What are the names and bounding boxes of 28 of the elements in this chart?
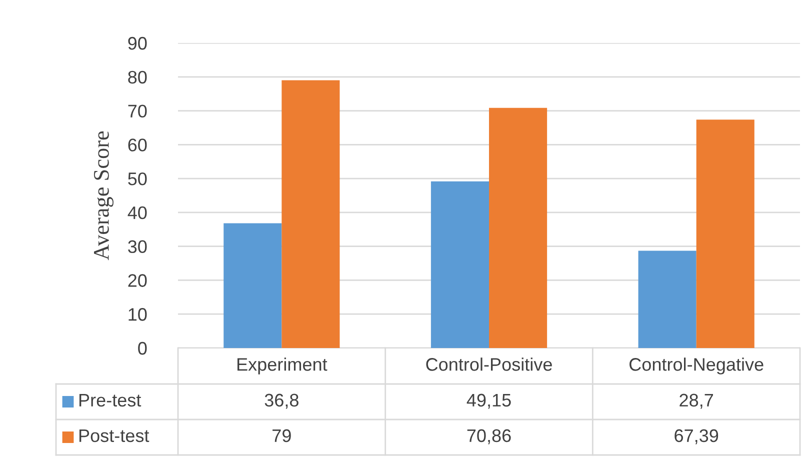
y-axis-title: Average Score — [94, 131, 114, 260]
bar — [282, 80, 340, 348]
data-label: 49,15 — [466, 394, 511, 409]
y-tick-label: 10 — [128, 308, 147, 321]
y-tick-label: 20 — [128, 274, 147, 287]
bar — [224, 223, 282, 348]
x-tick-label: Experiment — [237, 358, 328, 374]
data-label: 67,39 — [674, 429, 718, 444]
y-tick-label: 30 — [128, 240, 147, 254]
y-tick-label: 0 — [138, 342, 147, 355]
bar — [430, 181, 489, 348]
x-tick-label: Control-Negative — [630, 358, 764, 374]
y-tick-label: 90 — [128, 36, 147, 50]
data-label: 79 — [272, 429, 291, 442]
data-label: 36,8 — [264, 394, 298, 409]
y-tick-label: 40 — [128, 206, 147, 220]
bar — [638, 250, 696, 348]
bar — [489, 108, 548, 348]
x-tick-label: Control-Positive — [426, 358, 552, 371]
y-tick-label: 70 — [128, 104, 147, 118]
legend-label: Pre-test — [79, 394, 142, 407]
legend-label: Post-test — [79, 429, 150, 442]
data-label: 28,7 — [680, 394, 713, 409]
y-tick-label: 60 — [128, 138, 147, 152]
data-label: 70,86 — [467, 429, 511, 444]
y-tick-label: 80 — [128, 70, 147, 84]
y-tick-label: 50 — [128, 172, 147, 186]
bar — [696, 120, 754, 348]
